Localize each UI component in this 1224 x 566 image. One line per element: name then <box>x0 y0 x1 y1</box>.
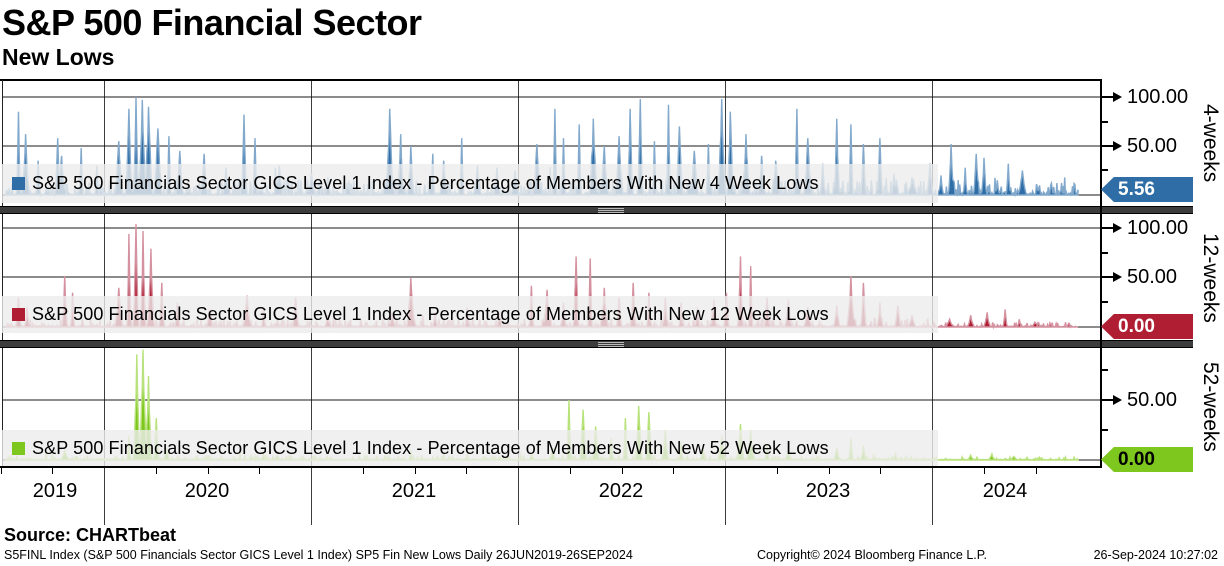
divider-grip-handle[interactable] <box>598 208 624 213</box>
y-minor-tick <box>1100 121 1108 123</box>
y-tick-label: 50.00 <box>1127 266 1178 288</box>
x-minor-tick <box>207 467 209 474</box>
legend-band-12-weeks: S&P 500 Financials Sector GICS Level 1 I… <box>2 296 938 333</box>
panel-axis-label-52-weeks: 52-weeks <box>1199 362 1222 452</box>
x-minor-tick <box>52 467 54 474</box>
x-minor-tick <box>569 467 571 474</box>
page-title: S&P 500 Financial Sector <box>2 2 422 43</box>
tick-arrow-icon <box>1100 272 1122 282</box>
page-subtitle: New Lows <box>2 44 115 70</box>
legend-marker-icon <box>12 441 25 455</box>
x-minor-tick <box>466 467 468 474</box>
x-minor-tick <box>621 467 623 474</box>
source-line: Source: CHARTbeat <box>4 525 177 545</box>
panel-axis-label-4-weeks: 4-weeks <box>1199 104 1222 183</box>
x-minor-tick <box>828 467 830 474</box>
x-minor-tick <box>259 467 261 474</box>
x-tick-label-2019: 2019 <box>32 480 78 502</box>
x-minor-tick <box>880 467 882 474</box>
y-minor-tick <box>1100 169 1108 171</box>
panel-axis-label-12-weeks: 12-weeks <box>1199 232 1222 323</box>
x-minor-tick <box>362 467 364 474</box>
x-minor-tick <box>0 467 2 474</box>
legend-marker-icon <box>12 308 25 321</box>
last-value-tag-12-weeks: 0.00 <box>1101 314 1193 339</box>
x-minor-tick <box>983 467 985 474</box>
legend-band-52-weeks: S&P 500 Financials Sector GICS Level 1 I… <box>2 430 938 466</box>
y-tick-label: 100.00 <box>1127 217 1189 239</box>
last-value-tag-52-weeks: 0.00 <box>1101 447 1193 472</box>
footer-timestamp: 26-Sep-2024 10:27:02 <box>1093 548 1218 562</box>
footer-copyright: Copyright© 2024 Bloomberg Finance L.P. <box>757 548 987 562</box>
tick-arrow-icon <box>1100 92 1122 102</box>
x-minor-tick <box>776 467 778 474</box>
footer-security-info: S5FINL Index (S&P 500 Financials Sector … <box>4 548 633 562</box>
x-axis-line <box>0 466 1102 468</box>
x-tick-label-2021: 2021 <box>391 480 437 502</box>
x-tick-label-2023: 2023 <box>805 480 851 502</box>
y-tick-label: 50.00 <box>1127 389 1178 411</box>
legend-label-4-weeks: S&P 500 Financials Sector GICS Level 1 I… <box>32 173 819 193</box>
tick-arrow-icon <box>1100 223 1122 233</box>
legend-band-4-weeks: S&P 500 Financials Sector GICS Level 1 I… <box>2 164 938 203</box>
x-minor-tick <box>414 467 416 474</box>
legend-marker-icon <box>12 177 25 190</box>
legend-label-52-weeks: S&P 500 Financials Sector GICS Level 1 I… <box>32 437 829 458</box>
tick-arrow-icon <box>1100 141 1122 151</box>
plot-left-border <box>2 80 3 466</box>
y-axis-line <box>1100 80 1102 468</box>
y-minor-tick <box>1100 252 1108 254</box>
panel-divider <box>0 206 1193 214</box>
legend-label-12-weeks: S&P 500 Financials Sector GICS Level 1 I… <box>32 304 829 324</box>
y-minor-tick <box>1100 369 1108 371</box>
plot-top-border <box>0 79 1102 81</box>
panel-divider <box>0 340 1193 348</box>
x-minor-tick <box>155 467 157 474</box>
x-tick-label-2020: 2020 <box>184 480 230 502</box>
x-minor-tick <box>673 467 675 474</box>
last-value-tag-4-weeks: 5.56 <box>1101 177 1193 202</box>
x-tick-label-2022: 2022 <box>598 480 644 502</box>
y-tick-label: 50.00 <box>1127 135 1178 157</box>
x-minor-tick <box>1035 467 1037 474</box>
tick-arrow-icon <box>1100 395 1122 405</box>
x-tick-label-2024: 2024 <box>982 480 1028 502</box>
y-minor-tick <box>1100 429 1108 431</box>
y-tick-label: 100.00 <box>1127 86 1189 108</box>
y-minor-tick <box>1100 301 1108 303</box>
divider-grip-handle[interactable] <box>598 342 624 347</box>
